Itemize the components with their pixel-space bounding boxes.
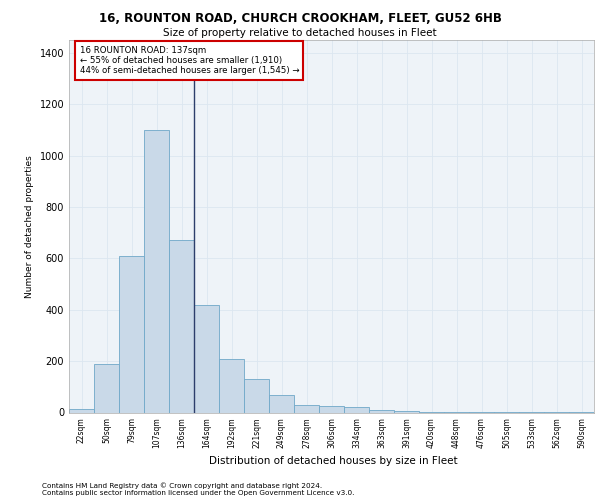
Text: 16, ROUNTON ROAD, CHURCH CROOKHAM, FLEET, GU52 6HB: 16, ROUNTON ROAD, CHURCH CROOKHAM, FLEET… xyxy=(98,12,502,26)
Bar xyxy=(69,408,94,412)
Bar xyxy=(144,130,169,412)
Bar xyxy=(219,358,244,412)
Bar xyxy=(394,411,419,412)
Bar xyxy=(244,379,269,412)
Text: 16 ROUNTON ROAD: 137sqm
← 55% of detached houses are smaller (1,910)
44% of semi: 16 ROUNTON ROAD: 137sqm ← 55% of detache… xyxy=(79,46,299,76)
Text: Contains public sector information licensed under the Open Government Licence v3: Contains public sector information licen… xyxy=(42,490,355,496)
Text: Size of property relative to detached houses in Fleet: Size of property relative to detached ho… xyxy=(163,28,437,38)
Bar xyxy=(94,364,119,412)
Bar xyxy=(344,408,369,412)
Bar xyxy=(119,256,144,412)
Text: Contains HM Land Registry data © Crown copyright and database right 2024.: Contains HM Land Registry data © Crown c… xyxy=(42,482,322,489)
Bar xyxy=(294,405,319,412)
Bar xyxy=(369,410,394,412)
Text: Distribution of detached houses by size in Fleet: Distribution of detached houses by size … xyxy=(209,456,457,466)
Bar xyxy=(319,406,344,412)
Y-axis label: Number of detached properties: Number of detached properties xyxy=(25,155,34,298)
Bar xyxy=(194,304,219,412)
Bar xyxy=(169,240,194,412)
Bar xyxy=(269,394,294,412)
